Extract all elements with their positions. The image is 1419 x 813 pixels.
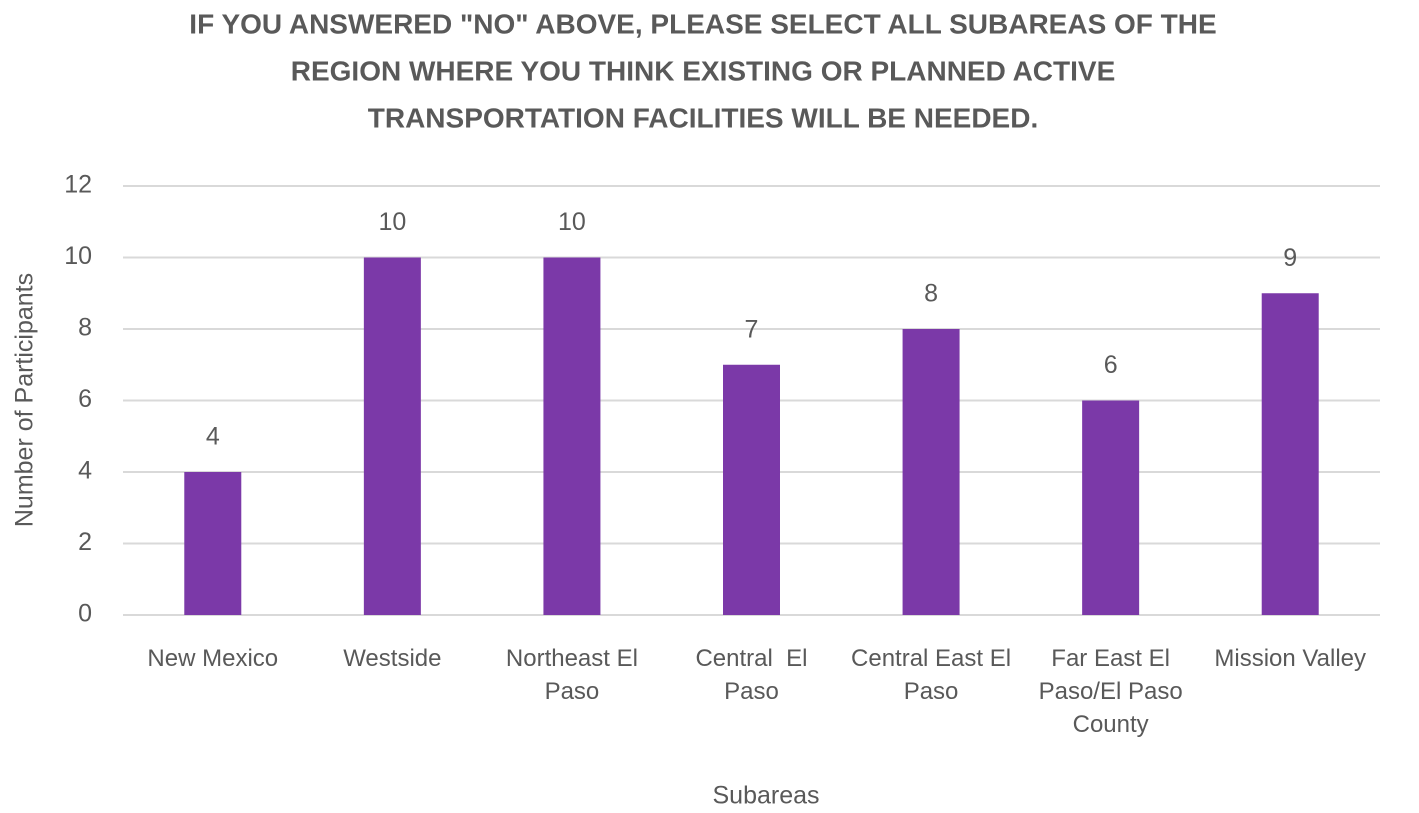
data-label: 10 [378, 208, 406, 236]
y-tick-label: 12 [64, 171, 92, 199]
data-label: 4 [206, 423, 220, 451]
x-tick-label: Far East El Paso/El Paso County [1038, 645, 1190, 738]
y-tick-label: 10 [64, 242, 92, 270]
data-label: 6 [1104, 351, 1118, 379]
x-tick-label: Mission Valley [1214, 645, 1366, 672]
y-tick-label: 8 [78, 314, 92, 342]
y-tick-label: 4 [78, 457, 92, 485]
chart-title: TRANSPORTATION FACILITIES WILL BE NEEDED… [368, 102, 1038, 133]
x-tick-label: Central East El Paso [851, 645, 1018, 705]
x-axis-label: Subareas [712, 782, 819, 810]
y-tick-label: 0 [78, 600, 92, 628]
bar [543, 257, 601, 615]
bar [902, 329, 960, 615]
bar [723, 364, 780, 615]
bar [1082, 400, 1140, 615]
x-tick-label: New Mexico [147, 645, 279, 672]
data-label: 8 [924, 280, 938, 308]
x-tick-label: Westside [343, 645, 442, 672]
chart-title: IF YOU ANSWERED "NO" ABOVE, PLEASE SELEC… [189, 8, 1216, 39]
y-tick-label: 2 [78, 528, 92, 556]
y-axis-label: Number of Participants [11, 273, 39, 527]
bar [363, 257, 421, 615]
data-label: 7 [745, 315, 759, 343]
data-label: 9 [1283, 244, 1297, 272]
y-tick-label: 6 [78, 385, 92, 413]
chart-title: REGION WHERE YOU THINK EXISTING OR PLANN… [291, 55, 1116, 86]
bar [184, 472, 242, 615]
x-tick-label: Northeast El Paso [505, 645, 645, 705]
bar [1261, 293, 1319, 615]
x-tick-label: Central El Paso [695, 645, 815, 705]
data-label: 10 [558, 208, 586, 236]
